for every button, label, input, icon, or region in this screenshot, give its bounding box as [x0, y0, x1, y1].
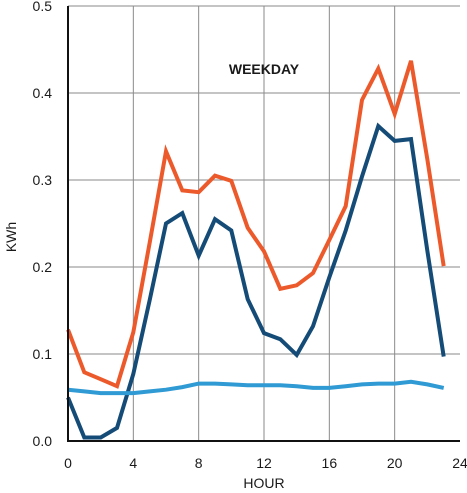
series-line-3: [67, 379, 445, 396]
grid-lines: [68, 5, 460, 441]
series-lines: [66, 60, 446, 440]
x-tick-label: 4: [129, 455, 137, 471]
chart-title: WEEKDAY: [229, 61, 300, 77]
x-tick-label: 20: [387, 455, 403, 471]
x-tick-labels: 0 4 8 12 16 20 24: [64, 455, 467, 471]
y-tick-label: 0.4: [33, 85, 53, 101]
y-axis-label: KWh: [3, 222, 19, 252]
y-tick-label: 0.3: [33, 172, 53, 188]
x-tick-label: 24: [452, 455, 467, 471]
series-line-2: [66, 122, 446, 440]
y-tick-label: 0.0: [33, 433, 53, 449]
series-line-1: [66, 60, 446, 389]
y-tick-labels: 0.0 0.1 0.2 0.3 0.4 0.5: [33, 0, 53, 449]
x-tick-label: 8: [195, 455, 203, 471]
x-tick-label: 12: [256, 455, 272, 471]
y-tick-label: 0.2: [33, 259, 53, 275]
y-tick-label: 0.5: [33, 0, 53, 14]
y-tick-label: 0.1: [33, 346, 53, 362]
x-tick-label: 16: [322, 455, 338, 471]
x-tick-label: 0: [64, 455, 72, 471]
x-axis-label: HOUR: [243, 475, 284, 491]
axes: [67, 6, 460, 442]
